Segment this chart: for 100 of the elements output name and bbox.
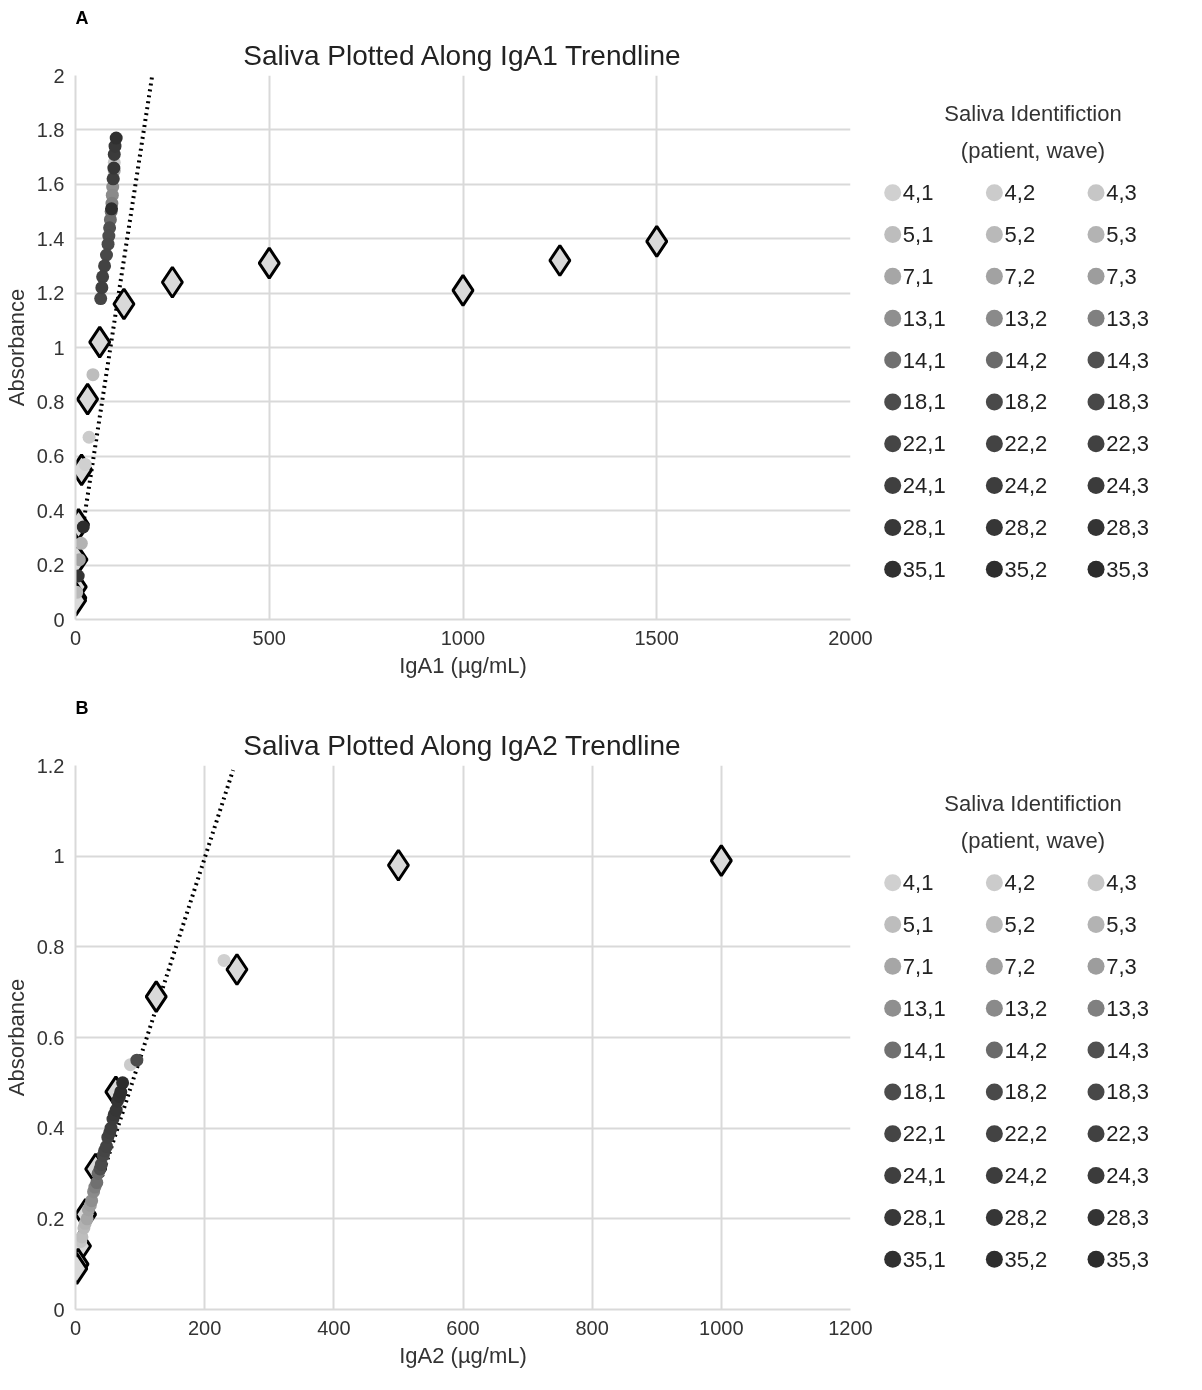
text: B (75, 697, 89, 718)
legend-title: Saliva Identifiction (patient, wave) (944, 790, 1122, 854)
legend-label: 28,1 (902, 514, 946, 540)
y-tick-label: 0.2 (36, 554, 65, 577)
legend-label: 14,2 (1004, 347, 1048, 373)
legend-label: 13,1 (902, 305, 946, 331)
y-tick-label: 0 (53, 608, 65, 631)
y-tick-label: 0.8 (36, 935, 65, 958)
legend-label: 7,3 (1106, 263, 1137, 289)
x-tick-label: 1000 (699, 1316, 744, 1339)
x-axis-title: IgA2 (µg/mL) (399, 1342, 527, 1368)
legend-label: 14,3 (1106, 1037, 1150, 1063)
legend-label: 18,1 (902, 389, 946, 415)
legend-label: 35,1 (902, 556, 946, 582)
y-tick-label: 1.6 (36, 173, 65, 196)
legend-label: 28,1 (902, 1204, 946, 1230)
legend-label: 28,3 (1106, 514, 1150, 540)
legend-label: 4,1 (902, 870, 934, 896)
legend-label: 24,3 (1106, 473, 1150, 499)
x-tick-label: 1500 (634, 626, 679, 649)
y-axis-title: Absorbance (3, 978, 29, 1097)
legend-label: 24,1 (902, 1163, 946, 1189)
legend-label: 13,3 (1106, 305, 1150, 331)
y-tick-label: 1.8 (36, 118, 65, 141)
y-tick-label: 0.6 (36, 445, 65, 468)
legend-label: 14,1 (902, 1037, 946, 1063)
x-tick-label: 1000 (440, 626, 486, 649)
legend-label: 4,2 (1004, 870, 1036, 896)
x-tick-label: 400 (317, 1316, 351, 1339)
legend-label: 7,1 (902, 953, 934, 979)
legend-label: 13,3 (1106, 995, 1150, 1021)
x-tick-label: 500 (252, 626, 286, 649)
legend-label: 13,2 (1004, 305, 1048, 331)
legend-label: 35,2 (1004, 1246, 1048, 1272)
legend-label: 22,3 (1106, 1121, 1150, 1147)
chart-title: Saliva Plotted Along IgA1 Trendline (243, 39, 681, 71)
y-tick-label: 0.4 (36, 499, 65, 522)
legend-label: 14,1 (902, 347, 946, 373)
legend-label: 18,1 (902, 1079, 946, 1105)
legend-label: 7,2 (1004, 263, 1036, 289)
legend-label: 35,1 (902, 1246, 946, 1272)
legend-label: 7,2 (1004, 953, 1036, 979)
legend-label: 14,2 (1004, 1037, 1048, 1063)
legend-label: 13,1 (902, 995, 946, 1021)
y-tick-label: 1 (53, 845, 65, 868)
x-tick-label: 800 (575, 1316, 609, 1339)
legend-label: 18,2 (1004, 389, 1048, 415)
legend-label: 5,3 (1106, 912, 1137, 938)
legend-label: 24,2 (1004, 473, 1048, 499)
legend-label: 5,2 (1004, 912, 1036, 938)
legend-label: 35,3 (1106, 556, 1150, 582)
y-tick-label: 0 (53, 1298, 65, 1321)
legend-label: 18,2 (1004, 1079, 1048, 1105)
x-tick-label: 200 (187, 1316, 222, 1339)
chart-title: Saliva Plotted Along IgA2 Trendline (243, 729, 681, 761)
x-tick-label: 2000 (828, 626, 873, 649)
legend-label: 7,3 (1106, 953, 1137, 979)
x-tick-label: 600 (446, 1316, 480, 1339)
legend-label: 24,3 (1106, 1163, 1150, 1189)
legend-label: 22,1 (902, 431, 946, 457)
legend-label: 4,3 (1106, 870, 1137, 896)
text: A (75, 7, 89, 28)
y-tick-label: 1 (53, 336, 65, 359)
y-tick-label: 0.8 (36, 390, 65, 413)
legend-label: 22,1 (902, 1121, 946, 1147)
legend-label: 22,2 (1004, 431, 1048, 457)
x-tick-label: 0 (69, 626, 82, 649)
legend-title: Saliva Identifiction (patient, wave) (944, 100, 1122, 164)
y-tick-label: 2 (53, 64, 65, 87)
y-tick-label: 1.2 (36, 754, 65, 777)
legend-label: 35,2 (1004, 556, 1048, 582)
legend-label: 22,3 (1106, 431, 1150, 457)
y-tick-label: 1.4 (36, 227, 65, 250)
legend-label: 24,2 (1004, 1163, 1048, 1189)
legend-label: 5,1 (902, 222, 934, 248)
legend-label: 18,3 (1106, 1079, 1150, 1105)
x-tick-label: 0 (69, 1316, 82, 1339)
legend-label: 4,3 (1106, 180, 1137, 206)
legend-label: 13,2 (1004, 995, 1048, 1021)
y-tick-label: 0.2 (36, 1207, 65, 1230)
y-tick-label: 1.2 (36, 282, 65, 305)
x-axis-title: IgA1 (µg/mL) (399, 652, 527, 678)
legend-label: 35,3 (1106, 1246, 1150, 1272)
legend-label: 28,3 (1106, 1204, 1150, 1230)
legend-label: 4,2 (1004, 180, 1036, 206)
y-tick-label: 0.4 (36, 1117, 65, 1140)
y-axis-title: Absorbance (3, 288, 29, 407)
legend-label: 28,2 (1004, 1204, 1048, 1230)
legend-label: 22,2 (1004, 1121, 1048, 1147)
legend-label: 4,1 (902, 180, 934, 206)
legend-label: 5,2 (1004, 222, 1036, 248)
legend-label: 7,1 (902, 263, 934, 289)
legend-label: 28,2 (1004, 514, 1048, 540)
legend-label: 14,3 (1106, 347, 1150, 373)
legend-label: 5,3 (1106, 222, 1137, 248)
y-tick-label: 0.6 (36, 1026, 65, 1049)
legend-label: 5,1 (902, 912, 934, 938)
x-tick-label: 1200 (828, 1316, 873, 1339)
legend-label: 18,3 (1106, 389, 1150, 415)
legend-label: 24,1 (902, 473, 946, 499)
